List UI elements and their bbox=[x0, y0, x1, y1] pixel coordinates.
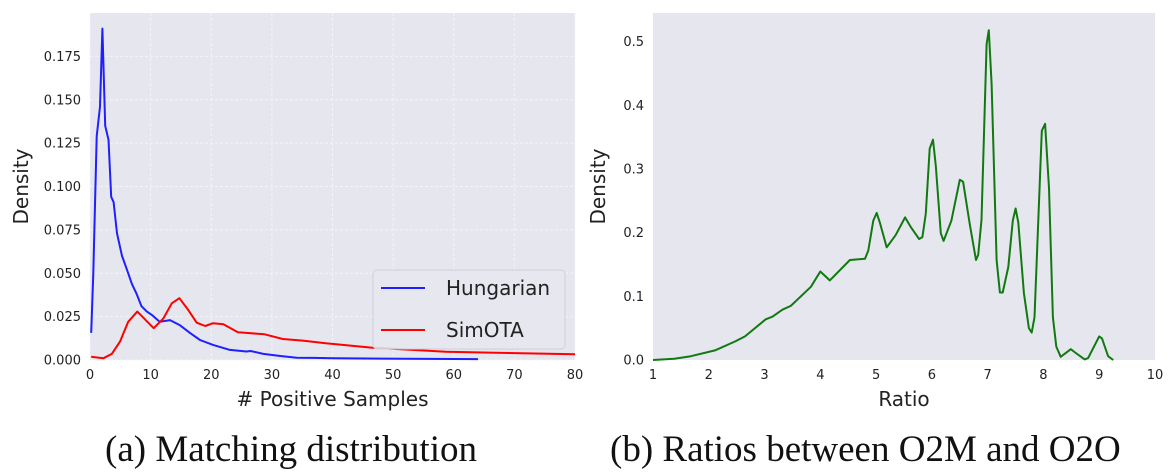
x-tick-label: 6 bbox=[928, 368, 936, 383]
x-tick-label: 20 bbox=[203, 368, 220, 383]
x-tick-label: 60 bbox=[445, 368, 462, 383]
legend-label: Hungarian bbox=[446, 276, 550, 300]
legend: Hungarian SimOTA bbox=[372, 269, 566, 350]
y-tick-label: 0.075 bbox=[44, 223, 81, 238]
chart-b: 1 2 3 4 5 6 7 8 9 10 0.0 0.1 0.2 0.3 0.4 0.5 Ratio Densit… bbox=[586, 13, 1163, 411]
series-line-ratio bbox=[652, 29, 1114, 361]
legend-label: SimOTA bbox=[446, 318, 524, 342]
chart-a: 0 10 20 30 40 50 60 70 80 0.000 0.025 0.050 0.075 0.1… bbox=[9, 13, 583, 411]
y-tick-label: 0.4 bbox=[623, 99, 644, 114]
x-tick-label: 7 bbox=[984, 368, 992, 383]
x-tick-label: 80 bbox=[567, 368, 584, 383]
x-axis-label: # Positive Samples bbox=[237, 387, 429, 411]
y-tick-label: 0.125 bbox=[44, 137, 81, 152]
x-tick-label: 40 bbox=[324, 368, 341, 383]
y-tick-label: 0.0 bbox=[623, 354, 644, 369]
caption-a: (a) Matching distribution bbox=[105, 429, 477, 470]
plot-area bbox=[653, 13, 1155, 360]
x-tick-label: 10 bbox=[1147, 368, 1164, 383]
y-tick-label: 0.175 bbox=[44, 50, 81, 65]
x-tick-label: 0 bbox=[86, 368, 94, 383]
x-tick-label: 3 bbox=[760, 368, 768, 383]
x-axis-label: Ratio bbox=[878, 387, 929, 411]
x-tick-label: 2 bbox=[705, 368, 713, 383]
y-tick-label: 0.5 bbox=[623, 35, 644, 50]
y-axis-label: Density bbox=[586, 148, 610, 224]
x-tick-label: 5 bbox=[872, 368, 880, 383]
y-axis-label: Density bbox=[9, 148, 33, 224]
y-tick-label: 0.2 bbox=[623, 226, 644, 241]
x-tick-label: 30 bbox=[264, 368, 281, 383]
series-line-hungarian bbox=[90, 27, 479, 361]
y-tick-label: 0.1 bbox=[623, 290, 644, 305]
series-line-simota bbox=[91, 297, 576, 360]
y-tick-label: 0.100 bbox=[44, 180, 81, 195]
y-tick-label: 0.050 bbox=[44, 267, 81, 282]
y-tick-label: 0.025 bbox=[44, 310, 81, 325]
x-tick-label: 10 bbox=[142, 368, 159, 383]
x-tick-label: 9 bbox=[1095, 368, 1103, 383]
y-tick-label: 0.3 bbox=[623, 162, 644, 177]
x-tick-label: 1 bbox=[649, 368, 657, 383]
x-tick-label: 4 bbox=[816, 368, 824, 383]
x-tick-label: 50 bbox=[385, 368, 402, 383]
y-tick-label: 0.000 bbox=[44, 354, 81, 369]
y-tick-label: 0.150 bbox=[44, 93, 81, 108]
x-tick-label: 8 bbox=[1039, 368, 1047, 383]
caption-b: (b) Ratios between O2M and O2O bbox=[610, 429, 1121, 470]
x-tick-label: 70 bbox=[506, 368, 523, 383]
